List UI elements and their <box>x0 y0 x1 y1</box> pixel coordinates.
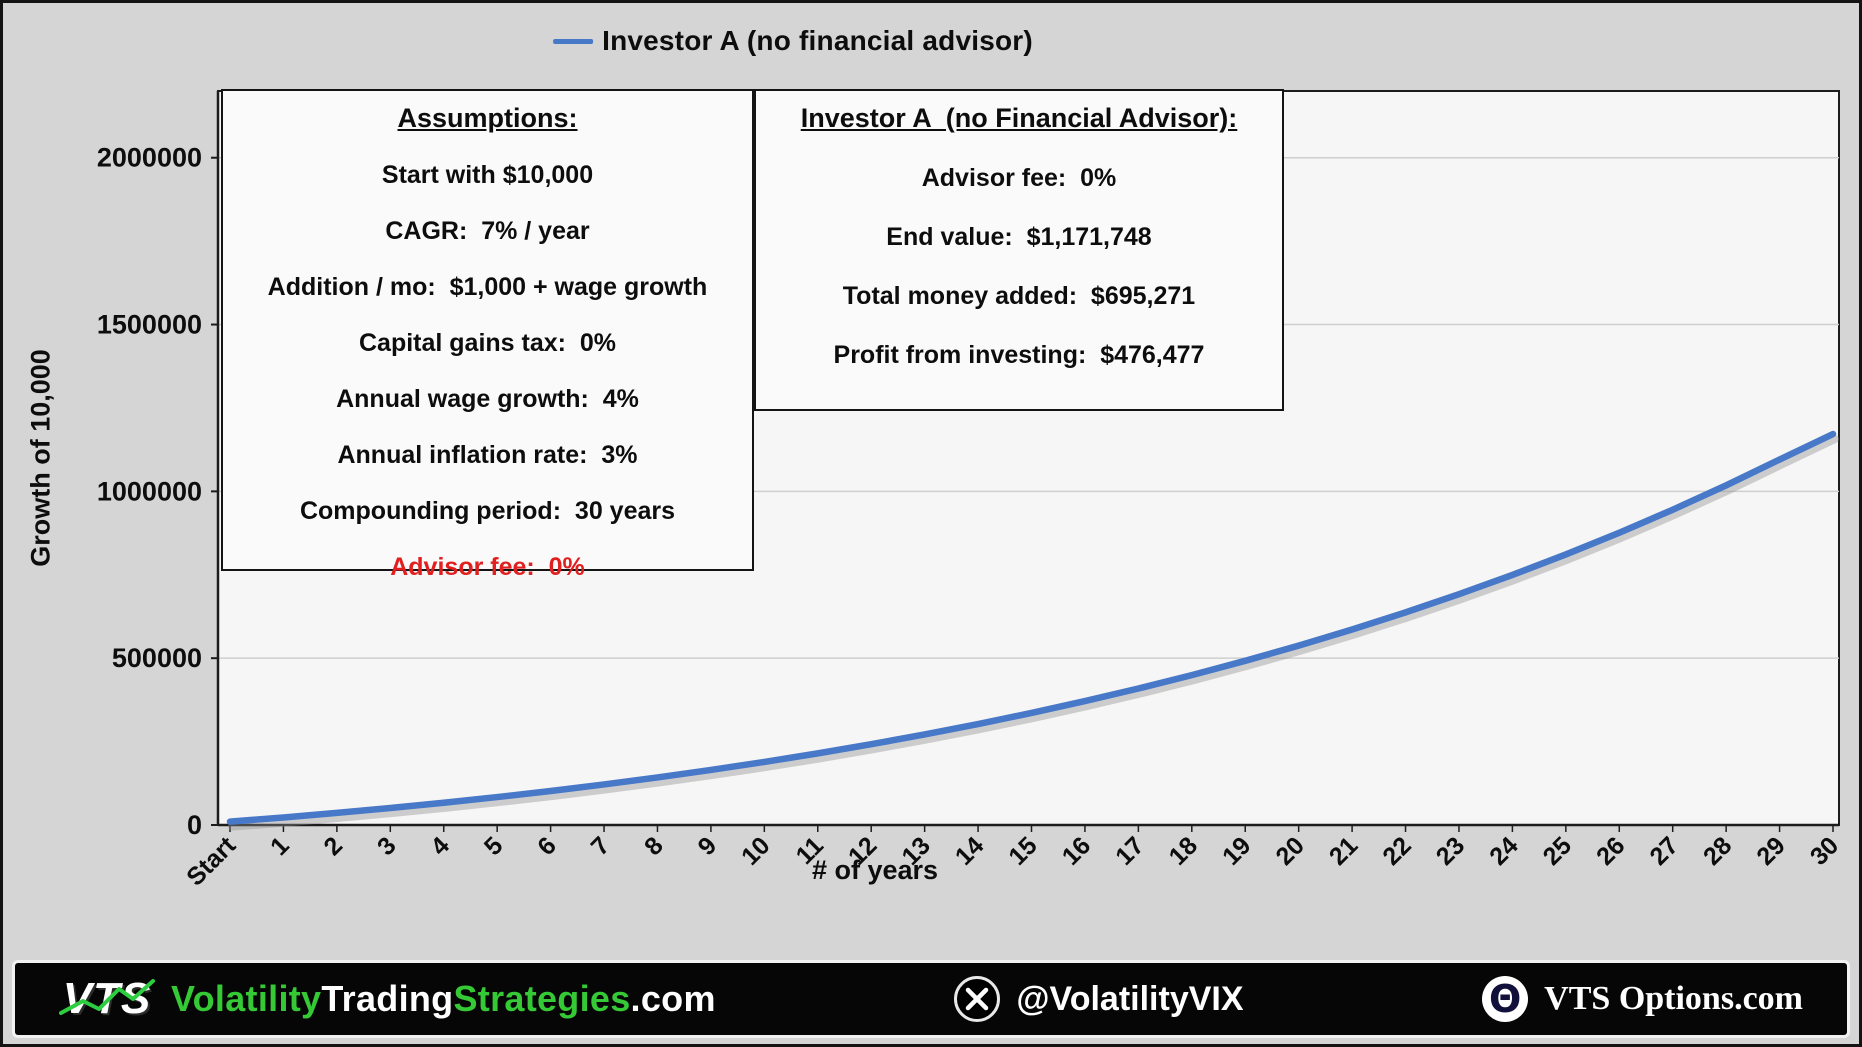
y-tick-label: 1500000 <box>97 310 202 340</box>
assumption-line: Start with $10,000 <box>381 161 594 189</box>
x-tick-label: 24 <box>1484 831 1524 871</box>
investor-summary-line: End value: $1,171,748 <box>886 223 1152 251</box>
twitter-handle: @VolatilityVIX <box>1016 979 1244 1018</box>
x-tick-label: 6 <box>532 831 562 861</box>
x-tick-label: 3 <box>372 831 402 861</box>
x-tick-label: 29 <box>1751 831 1790 870</box>
brand-segment: Strategies <box>453 978 631 1019</box>
x-tick-label: 9 <box>693 831 723 861</box>
investor-summary-line: Profit from investing: $476,477 <box>833 341 1205 369</box>
x-tick-label: 18 <box>1164 831 1204 871</box>
x-tick-label: 4 <box>425 831 455 861</box>
assumption-line: Capital gains tax: 0% <box>358 329 617 357</box>
y-axis-title: Growth of 10,000 <box>25 349 56 567</box>
investor-summary-title: Investor A (no Financial Advisor): <box>800 103 1238 133</box>
footer-center-group: @VolatilityVIX <box>954 976 1244 1022</box>
x-tick-label: 16 <box>1057 831 1096 870</box>
x-tick-label: 21 <box>1324 831 1364 871</box>
investor-summary-box: Investor A (no Financial Advisor): Advis… <box>754 89 1284 411</box>
x-tick-label: 27 <box>1644 831 1683 870</box>
x-tick-label: 28 <box>1698 831 1738 871</box>
vts-options-brand: VTS Options.com <box>1544 980 1803 1017</box>
assumption-line: Annual wage growth: 4% <box>336 385 639 413</box>
legend-line-swatch <box>553 38 594 44</box>
legend: Investor A (no financial advisor) <box>553 25 1033 57</box>
x-tick-label: 30 <box>1805 831 1844 870</box>
legend-label: Investor A (no financial advisor) <box>602 25 1033 56</box>
vts-logo-chartline-icon <box>59 979 155 1015</box>
assumption-line: Annual inflation rate: 3% <box>337 441 638 469</box>
x-tick-label: Start <box>181 831 242 892</box>
x-tick-label: 19 <box>1217 831 1256 870</box>
brand-segment: Trading <box>321 978 454 1019</box>
x-tick-label: 25 <box>1538 831 1578 871</box>
x-tick-label: 10 <box>736 831 775 870</box>
series-line-shadow <box>228 435 1839 831</box>
x-tick-label: 22 <box>1377 831 1416 870</box>
x-tick-label: 5 <box>479 831 509 861</box>
x-tick-label: 14 <box>950 831 990 871</box>
x-tick-label: 15 <box>1003 831 1043 871</box>
theta-icon: Θ <box>1482 976 1529 1022</box>
investor-summary-line: Total money added: $695,271 <box>842 282 1196 310</box>
assumptions-box: Assumptions: Start with $10,000 CAGR: 7%… <box>221 89 754 581</box>
brand-segment: Volatility <box>171 978 322 1019</box>
y-tick-label: 500000 <box>112 643 202 673</box>
assumption-line: CAGR: 7% / year <box>385 217 590 245</box>
x-tick-label: 7 <box>586 831 616 861</box>
footer-left-group: VTS VolatilityTradingStrategies.com <box>59 973 716 1025</box>
assumptions-title: Assumptions: <box>397 103 578 133</box>
footer-brand-text: VolatilityTradingStrategies.com <box>171 978 716 1020</box>
assumption-line: Addition / mo: $1,000 + wage growth <box>267 273 708 301</box>
assumption-line: Compounding period: 30 years <box>299 497 676 525</box>
x-tick-label: 26 <box>1591 831 1630 870</box>
assumption-advisor-fee-highlight: Advisor fee: 0% <box>390 553 585 581</box>
y-tick-label: 1000000 <box>97 476 202 506</box>
x-tick-label: 2 <box>318 831 348 861</box>
brand-segment: .com <box>630 978 716 1019</box>
x-tick-label: 8 <box>639 831 669 861</box>
investor-summary-line: Advisor fee: 0% <box>921 164 1117 192</box>
vts-logo: VTS <box>59 973 155 1025</box>
x-axis-title: # of years <box>811 855 939 885</box>
x-tick-label: 17 <box>1110 831 1149 870</box>
footer-bar: VTS VolatilityTradingStrategies.com @Vol… <box>12 960 1850 1038</box>
series-line-investor-a <box>226 430 1837 825</box>
x-tick-label: 1 <box>265 831 295 861</box>
x-tick-label: 20 <box>1270 831 1309 870</box>
y-tick-label: 0 <box>187 810 202 840</box>
x-tick-label: 23 <box>1431 831 1470 870</box>
y-tick-label: 2000000 <box>97 143 202 173</box>
footer-right-group: Θ VTS Options.com <box>1482 976 1803 1022</box>
x-twitter-icon <box>954 976 1001 1022</box>
